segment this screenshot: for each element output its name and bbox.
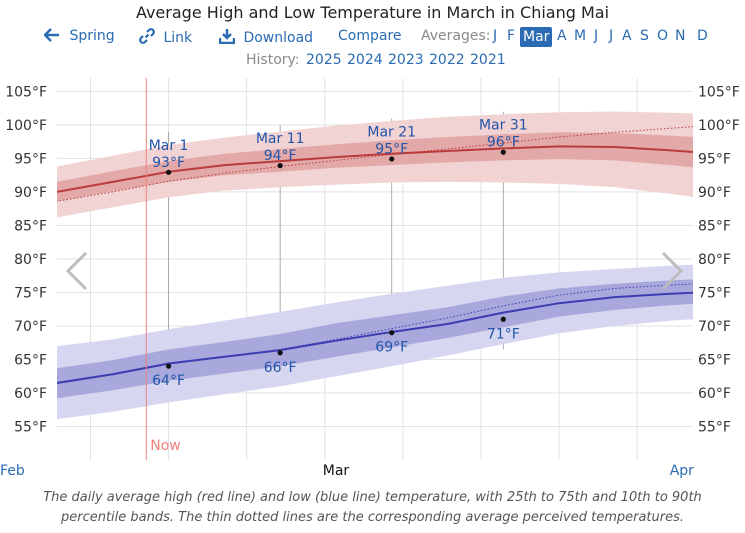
history-year-2025[interactable]: 2025 xyxy=(306,52,342,68)
high-line xyxy=(57,145,693,193)
low-marker-dot xyxy=(500,316,506,322)
y-tick-label-right: 75°F xyxy=(698,285,731,301)
y-tick-label-right: 85°F xyxy=(698,218,731,234)
high-marker-dot xyxy=(277,163,283,169)
marker-date-label: Mar 31 xyxy=(479,118,528,134)
arrow-left-icon xyxy=(43,28,59,42)
high-marker-dot xyxy=(165,169,172,175)
y-tick-label-right: 55°F xyxy=(698,419,731,435)
month-10[interactable]: O xyxy=(657,28,669,44)
month-9[interactable]: S xyxy=(640,28,649,44)
chevron-right-icon[interactable] xyxy=(661,251,684,291)
month-12[interactable]: D xyxy=(697,28,708,44)
now-label: Now xyxy=(150,438,181,454)
high-marker-dot xyxy=(500,149,506,155)
chevron-left-icon[interactable] xyxy=(65,251,88,291)
history-year-2021[interactable]: 2021 xyxy=(470,52,506,68)
download-icon xyxy=(218,29,236,45)
marker-date-label: Mar 11 xyxy=(256,131,305,147)
y-tick-label-right: 90°F xyxy=(698,185,731,201)
download-label: Download xyxy=(243,30,314,46)
marker-date-label: Mar 21 xyxy=(367,124,416,140)
y-tick-label-left: 85°F xyxy=(14,218,47,234)
marker-high-label: 93°F xyxy=(152,155,185,171)
low-perceived-line xyxy=(57,283,693,385)
high-25-75-band xyxy=(57,132,693,202)
y-tick-label-left: 105°F xyxy=(5,84,47,100)
month-label-apr[interactable]: Apr xyxy=(670,463,694,479)
month-5[interactable]: M xyxy=(574,28,587,44)
low-line xyxy=(57,291,693,384)
y-tick-label-left: 55°F xyxy=(14,419,47,435)
spring-link[interactable]: Spring xyxy=(43,28,115,44)
temperature-chart: 55°F 55°F 60°F 60°F 65°F 65°F 70°F 70°F 75°F 75°F… xyxy=(0,78,740,479)
marker-low-label: 69°F xyxy=(375,340,408,356)
marker-low-label: 71°F xyxy=(487,326,520,342)
toolbar: Spring Link Download Compare Averages: J… xyxy=(0,27,745,48)
marker-high-label: 96°F xyxy=(487,135,520,151)
y-tick-label-right: 70°F xyxy=(698,319,731,335)
month-label-mar: Mar xyxy=(323,463,350,479)
month-7[interactable]: J xyxy=(609,28,614,44)
low-marker-dot xyxy=(389,330,395,336)
y-tick-label-left: 90°F xyxy=(14,185,47,201)
low-marker-dot xyxy=(165,363,172,369)
link-icon xyxy=(139,28,155,44)
y-tick-label-left: 65°F xyxy=(14,352,47,368)
marker-low-label: 64°F xyxy=(152,373,185,389)
chart-caption: The daily average high (red line) and lo… xyxy=(43,490,702,525)
high-perceived-line xyxy=(57,126,693,202)
marker-low-label: 66°F xyxy=(264,360,297,376)
month-11[interactable]: N xyxy=(675,28,686,44)
marker-high-label: 94°F xyxy=(264,148,297,164)
month-4[interactable]: A xyxy=(557,28,567,44)
history-year-2024[interactable]: 2024 xyxy=(347,52,383,68)
history-year-2022[interactable]: 2022 xyxy=(429,52,465,68)
averages-label: Averages: xyxy=(421,28,491,44)
chart-title: Average High and Low Temperature in Marc… xyxy=(135,3,610,22)
month-8[interactable]: A xyxy=(622,28,632,44)
low-marker-dot xyxy=(277,350,283,356)
month-label-feb[interactable]: Feb xyxy=(0,463,25,479)
high-marker-dot xyxy=(389,156,395,162)
link-button[interactable]: Link xyxy=(139,28,192,46)
y-tick-label-right: 105°F xyxy=(698,84,740,100)
y-tick-label-right: 95°F xyxy=(698,151,731,167)
month-6[interactable]: J xyxy=(594,28,599,44)
marker-high-label: 95°F xyxy=(375,141,408,157)
y-tick-label-left: 100°F xyxy=(5,118,47,134)
y-tick-label-right: 65°F xyxy=(698,352,731,368)
link-label: Link xyxy=(163,30,193,46)
y-tick-label-right: 60°F xyxy=(698,386,731,402)
history-year-2023[interactable]: 2023 xyxy=(388,52,424,68)
history-label: History: xyxy=(246,52,300,68)
month-3[interactable]: Mar xyxy=(520,27,553,47)
y-tick-label-left: 80°F xyxy=(14,252,47,268)
spring-label: Spring xyxy=(69,28,115,44)
y-tick-label-left: 95°F xyxy=(14,151,47,167)
y-tick-label-right: 80°F xyxy=(698,252,731,268)
marker-date-label: Mar 1 xyxy=(149,138,189,154)
month-1[interactable]: J xyxy=(493,28,498,44)
low-25-75-band xyxy=(57,279,693,399)
download-button[interactable]: Download xyxy=(218,28,314,46)
history-bar: History: 2025 2024 2023 2022 2021 xyxy=(0,52,745,70)
y-tick-label-left: 75°F xyxy=(14,285,47,301)
y-tick-label-left: 60°F xyxy=(14,386,47,402)
y-tick-label-left: 70°F xyxy=(14,319,47,335)
y-tick-label-right: 100°F xyxy=(698,118,740,134)
month-2[interactable]: F xyxy=(507,28,516,44)
compare-button[interactable]: Compare xyxy=(338,28,402,44)
